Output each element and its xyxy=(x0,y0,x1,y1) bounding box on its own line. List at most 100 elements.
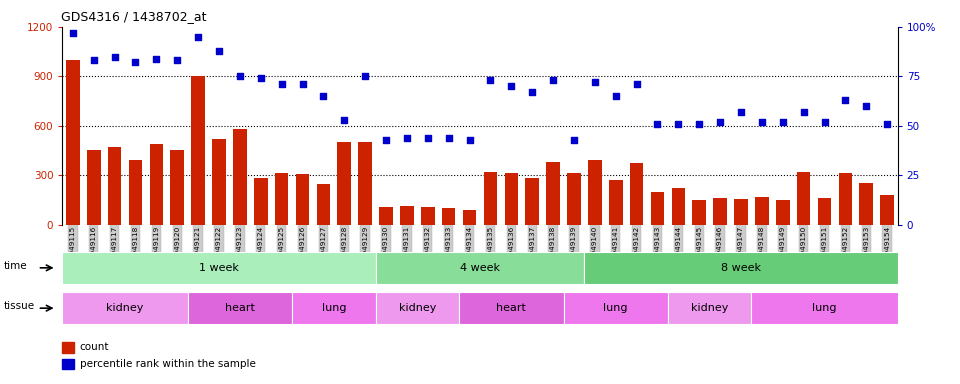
Point xyxy=(253,75,269,81)
Text: kidney: kidney xyxy=(398,303,436,313)
Point xyxy=(712,119,728,125)
Point xyxy=(441,134,456,141)
Text: lung: lung xyxy=(604,303,628,313)
Point xyxy=(316,93,331,99)
Text: 1 week: 1 week xyxy=(199,263,239,273)
Point xyxy=(608,93,623,99)
Bar xyxy=(191,76,204,225)
Bar xyxy=(734,199,748,225)
Point xyxy=(128,60,143,66)
Bar xyxy=(421,207,435,225)
Bar xyxy=(317,184,330,225)
Text: 8 week: 8 week xyxy=(721,263,761,273)
Point xyxy=(796,109,811,115)
Point xyxy=(462,137,477,143)
Point xyxy=(733,109,749,115)
Point xyxy=(588,79,603,85)
Text: GDS4316 / 1438702_at: GDS4316 / 1438702_at xyxy=(60,10,206,23)
Point xyxy=(566,137,582,143)
Bar xyxy=(651,192,664,225)
Bar xyxy=(233,129,247,225)
Bar xyxy=(62,359,74,369)
Bar xyxy=(567,173,581,225)
Point xyxy=(420,134,436,141)
Bar xyxy=(108,147,121,225)
Point xyxy=(357,73,372,79)
Bar xyxy=(296,174,309,225)
Text: lung: lung xyxy=(812,303,837,313)
Bar xyxy=(463,210,476,225)
Point xyxy=(107,53,122,60)
Point xyxy=(838,97,853,103)
Point xyxy=(650,121,665,127)
Bar xyxy=(859,183,873,225)
FancyBboxPatch shape xyxy=(375,292,459,324)
Point xyxy=(65,30,81,36)
FancyBboxPatch shape xyxy=(188,292,292,324)
Point xyxy=(337,117,352,123)
Text: count: count xyxy=(80,342,109,352)
Bar xyxy=(546,162,560,225)
Point xyxy=(524,89,540,95)
Bar xyxy=(275,173,288,225)
Point xyxy=(399,134,415,141)
Text: heart: heart xyxy=(496,303,526,313)
Point xyxy=(755,119,770,125)
Bar xyxy=(171,150,184,225)
Point xyxy=(86,58,102,64)
FancyBboxPatch shape xyxy=(564,292,668,324)
FancyBboxPatch shape xyxy=(375,252,585,284)
Bar xyxy=(713,198,727,225)
Bar xyxy=(129,161,142,225)
Point xyxy=(274,81,289,87)
Bar xyxy=(358,142,372,225)
Text: tissue: tissue xyxy=(4,301,35,311)
Point xyxy=(671,121,686,127)
FancyBboxPatch shape xyxy=(668,292,752,324)
FancyBboxPatch shape xyxy=(62,252,375,284)
Point xyxy=(149,55,164,61)
Bar xyxy=(338,142,351,225)
Bar xyxy=(212,139,226,225)
Point xyxy=(483,77,498,83)
Bar xyxy=(818,198,831,225)
Point xyxy=(775,119,790,125)
Point xyxy=(691,121,707,127)
Text: 4 week: 4 week xyxy=(460,263,500,273)
Bar xyxy=(62,342,74,353)
Text: percentile rank within the sample: percentile rank within the sample xyxy=(80,359,255,369)
Bar xyxy=(776,200,789,225)
Bar xyxy=(505,173,518,225)
Point xyxy=(504,83,519,89)
Bar xyxy=(87,151,101,225)
FancyBboxPatch shape xyxy=(292,292,375,324)
Bar xyxy=(400,206,414,225)
Bar xyxy=(797,172,810,225)
Bar xyxy=(442,208,455,225)
Bar xyxy=(609,180,622,225)
Bar xyxy=(880,195,894,225)
Text: lung: lung xyxy=(322,303,347,313)
Bar xyxy=(150,144,163,225)
Text: time: time xyxy=(4,261,28,271)
Point xyxy=(378,137,394,143)
Point xyxy=(879,121,895,127)
FancyBboxPatch shape xyxy=(752,292,898,324)
Point xyxy=(170,58,185,64)
Bar xyxy=(525,178,539,225)
Bar xyxy=(839,173,852,225)
Bar xyxy=(588,159,602,225)
Point xyxy=(817,119,832,125)
Bar xyxy=(484,172,497,225)
FancyBboxPatch shape xyxy=(62,292,188,324)
Bar xyxy=(692,200,706,225)
Bar xyxy=(630,163,643,225)
Bar xyxy=(66,60,80,225)
Point xyxy=(211,48,227,54)
FancyBboxPatch shape xyxy=(459,292,564,324)
Point xyxy=(629,81,644,87)
Bar xyxy=(756,197,769,225)
Point xyxy=(545,77,561,83)
Text: kidney: kidney xyxy=(691,303,729,313)
Bar xyxy=(254,179,268,225)
